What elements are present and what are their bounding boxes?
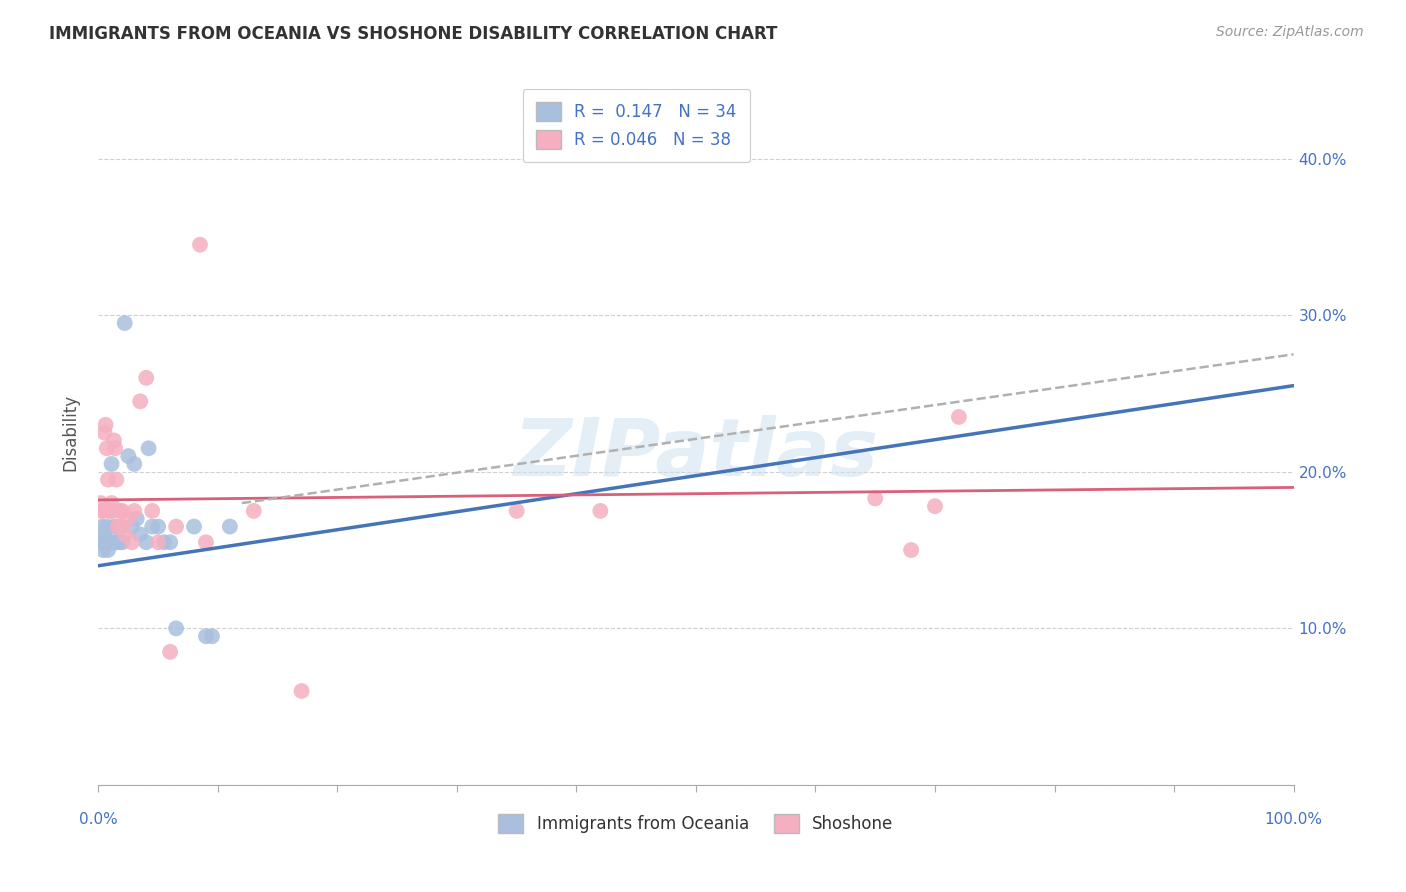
Point xyxy=(165,519,187,533)
Text: ZIPatlas: ZIPatlas xyxy=(513,415,879,492)
Point xyxy=(148,535,170,549)
Point xyxy=(219,519,242,533)
Text: 100.0%: 100.0% xyxy=(1264,812,1323,827)
Point xyxy=(108,504,131,518)
Point xyxy=(105,535,128,549)
Point xyxy=(129,527,152,541)
Point xyxy=(117,512,139,526)
Point xyxy=(243,504,266,518)
Point xyxy=(900,543,922,558)
Point xyxy=(97,473,120,487)
Point xyxy=(98,535,121,549)
Point xyxy=(110,519,132,533)
Point xyxy=(141,504,163,518)
Point xyxy=(108,535,131,549)
Point xyxy=(105,473,128,487)
Point xyxy=(948,409,970,424)
Point xyxy=(124,457,146,471)
Point xyxy=(90,535,112,549)
Point xyxy=(100,496,122,510)
Point xyxy=(91,504,114,518)
Point xyxy=(91,519,114,533)
Point xyxy=(98,504,122,518)
Point xyxy=(135,535,157,549)
Point xyxy=(506,504,529,518)
Point xyxy=(96,519,118,533)
Point xyxy=(201,629,224,643)
Point xyxy=(114,527,136,541)
Point xyxy=(91,504,114,518)
Point xyxy=(91,543,114,558)
Point xyxy=(98,535,122,549)
Point xyxy=(103,434,125,448)
Point xyxy=(96,442,118,456)
Point xyxy=(153,535,176,549)
Point xyxy=(98,504,121,518)
Point xyxy=(121,519,143,533)
Point xyxy=(188,237,211,252)
Point xyxy=(110,519,132,533)
Point xyxy=(104,535,127,549)
Point xyxy=(138,442,160,456)
Point xyxy=(129,394,152,409)
Point xyxy=(141,519,163,533)
Point xyxy=(94,535,117,549)
Point xyxy=(195,535,218,549)
Text: IMMIGRANTS FROM OCEANIA VS SHOSHONE DISABILITY CORRELATION CHART: IMMIGRANTS FROM OCEANIA VS SHOSHONE DISA… xyxy=(49,25,778,43)
Point xyxy=(97,543,120,558)
Point xyxy=(865,491,887,506)
Point xyxy=(159,535,181,549)
Point xyxy=(93,527,115,541)
Point xyxy=(111,535,134,549)
Point xyxy=(589,504,612,518)
Point xyxy=(124,504,146,518)
Point xyxy=(90,496,112,510)
Point xyxy=(159,645,181,659)
Text: 0.0%: 0.0% xyxy=(79,812,118,827)
Point xyxy=(117,449,139,463)
Point xyxy=(111,504,134,518)
Point xyxy=(121,535,143,549)
Point xyxy=(94,417,117,432)
Point xyxy=(924,500,946,514)
Legend: Immigrants from Oceania, Shoshone: Immigrants from Oceania, Shoshone xyxy=(492,807,900,840)
Point xyxy=(107,519,129,533)
Point xyxy=(93,425,115,440)
Point xyxy=(291,684,314,698)
Point xyxy=(100,457,122,471)
Text: Source: ZipAtlas.com: Source: ZipAtlas.com xyxy=(1216,25,1364,39)
Y-axis label: Disability: Disability xyxy=(62,394,80,471)
Point xyxy=(114,316,136,330)
Point xyxy=(148,519,170,533)
Point xyxy=(103,519,125,533)
Point xyxy=(195,629,218,643)
Point xyxy=(165,621,187,635)
Point xyxy=(183,519,205,533)
Point xyxy=(101,504,124,518)
Point xyxy=(104,442,127,456)
Point xyxy=(135,371,157,385)
Point xyxy=(107,519,129,533)
Point xyxy=(125,512,148,526)
